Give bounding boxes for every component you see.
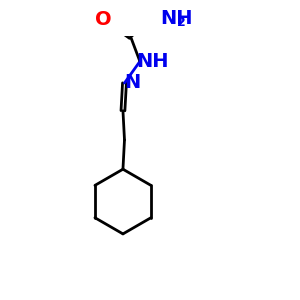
Text: NH: NH	[160, 9, 192, 28]
Text: N: N	[124, 74, 140, 92]
Text: 2: 2	[177, 16, 186, 28]
Text: O: O	[94, 10, 111, 29]
Text: NH: NH	[136, 52, 169, 71]
